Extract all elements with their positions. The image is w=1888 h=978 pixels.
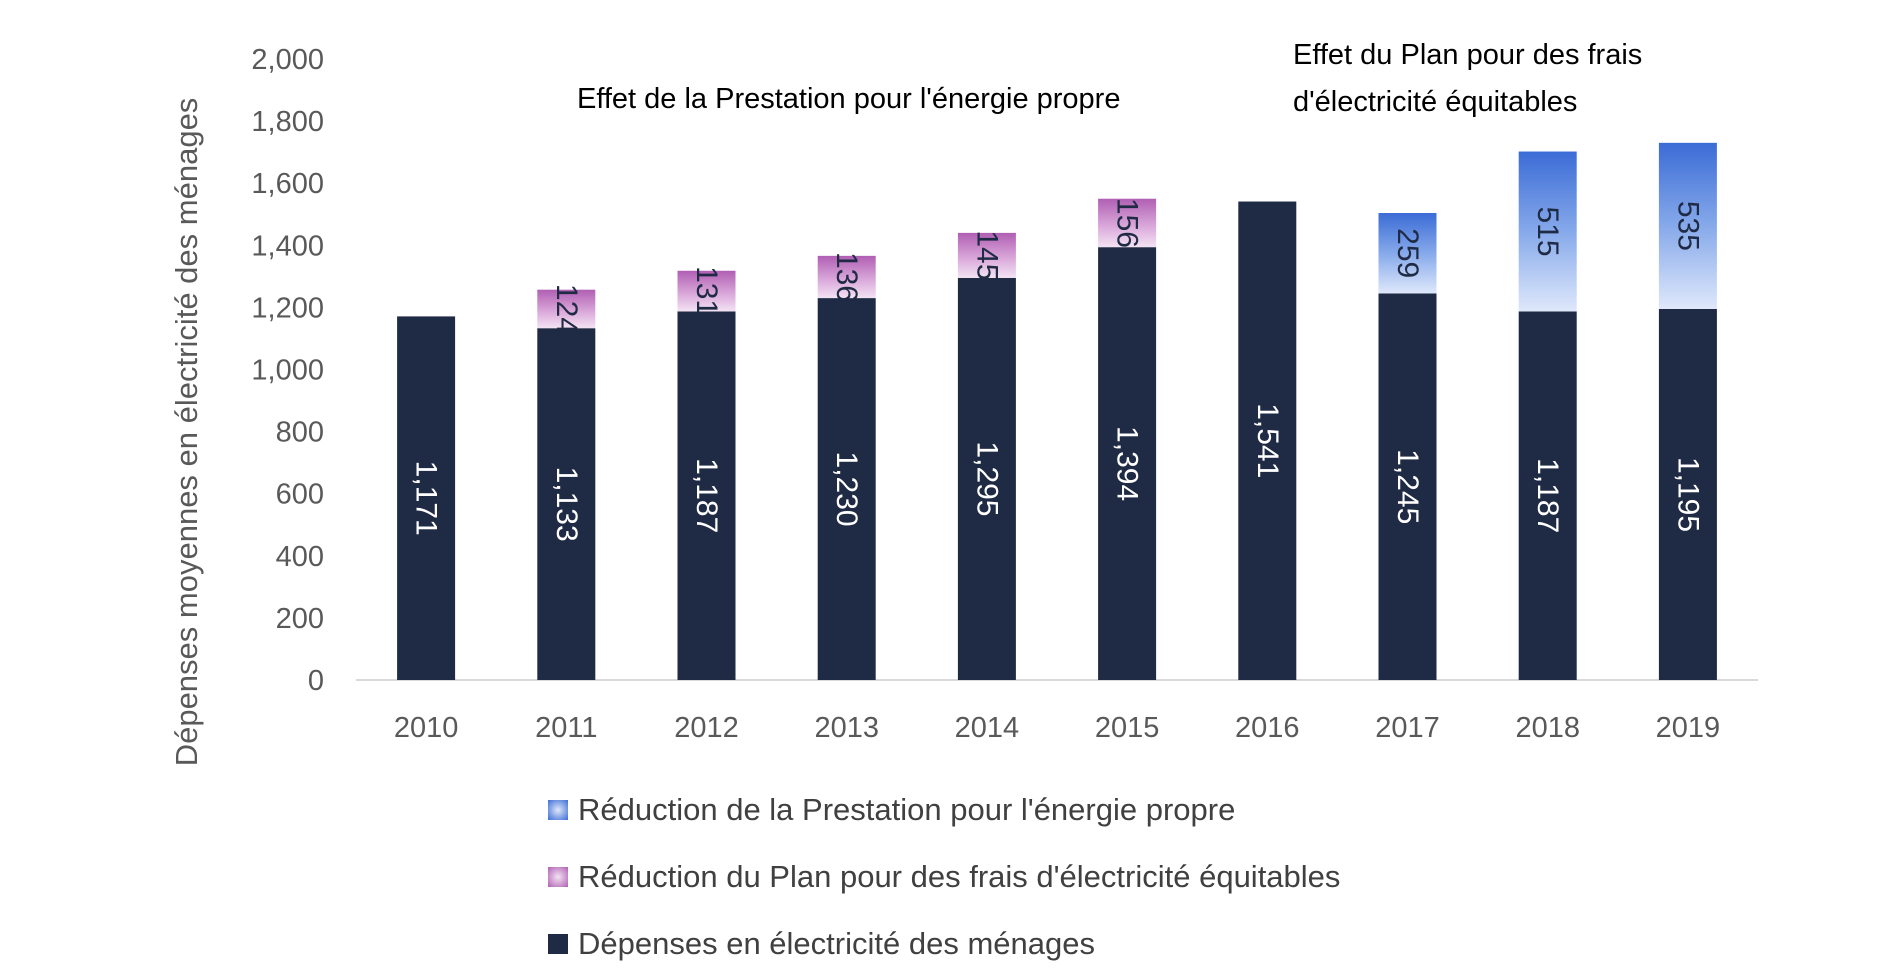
bar-household (1518, 311, 1577, 680)
x-tick-label: 2011 (535, 712, 597, 744)
data-label-household: 1,187 (1531, 458, 1564, 533)
x-axis: 2010 2011 2012 2013 2014 2015 2016 2017 2018 2019 (394, 712, 1720, 744)
bar-household (677, 311, 736, 680)
y-tick-label: 800 (276, 417, 324, 449)
bar-fair-hydro-reduction (677, 270, 736, 312)
bar-household (817, 298, 876, 680)
y-tick-label: 1,400 (251, 230, 324, 262)
bar-household (1238, 201, 1297, 680)
legend-swatch-blue (548, 800, 568, 820)
data-label-clean-energy: 535 (1671, 201, 1704, 251)
data-label-household: 1,541 (1251, 403, 1284, 478)
bar-clean-energy-reduction (1658, 142, 1717, 309)
annotation-clean-energy: Effet de la Prestation pour l'énergie pr… (577, 83, 1120, 115)
x-tick-label: 2018 (1515, 712, 1580, 744)
bar-household (1658, 308, 1717, 680)
data-label-household: 1,245 (1391, 449, 1424, 524)
legend-swatch-navy (548, 934, 568, 954)
data-label-fair-hydro: 145 (970, 230, 1003, 280)
legend-label: Dépenses en électricité des ménages (578, 926, 1095, 961)
annotation-fair-hydro-line1: Effet du Plan pour des frais (1293, 39, 1642, 71)
bar-fair-hydro-reduction (1098, 198, 1157, 248)
data-label-household: 1,230 (830, 452, 863, 527)
bar-household (1378, 293, 1437, 680)
bars: 1,171 1,133 124 1,187 131 1,230 136 1,295 145 1,3… (397, 142, 1717, 680)
bar-household (1098, 247, 1157, 680)
bar-fair-hydro-reduction (957, 232, 1016, 278)
y-tick-label: 1,600 (251, 168, 324, 200)
x-tick-label: 2015 (1095, 712, 1160, 744)
bar-clean-energy-reduction (1378, 213, 1437, 294)
legend-item-household: Dépenses en électricité des ménages (548, 926, 1095, 962)
x-tick-label: 2019 (1656, 712, 1721, 744)
data-label-fair-hydro: 156 (1111, 198, 1144, 248)
x-tick-label: 2014 (955, 712, 1020, 744)
y-axis-label: Dépenses moyennes en électricité des mén… (169, 98, 204, 767)
data-label-fair-hydro: 131 (690, 266, 723, 316)
bar-household (397, 316, 456, 680)
legend-swatch-purple (548, 867, 568, 887)
annotation-fair-hydro-line2: d'électricité équitables (1293, 86, 1577, 118)
bar-clean-energy-reduction (1518, 151, 1577, 312)
x-tick-label: 2013 (814, 712, 879, 744)
data-label-household: 1,195 (1671, 457, 1704, 532)
x-tick-label: 2017 (1375, 712, 1440, 744)
data-label-household: 1,133 (550, 467, 583, 542)
y-tick-label: 1,800 (251, 106, 324, 138)
y-tick-label: 1,000 (251, 355, 324, 387)
y-axis: 0 200 400 600 800 1,000 1,200 1,400 1,600 1,800 2,… (251, 44, 324, 697)
data-label-clean-energy: 259 (1391, 228, 1424, 278)
legend-label: Réduction du Plan pour des frais d'élect… (578, 859, 1341, 894)
x-tick-label: 2016 (1235, 712, 1300, 744)
y-tick-label: 600 (276, 479, 324, 511)
y-tick-label: 200 (276, 603, 324, 635)
data-label-fair-hydro: 124 (550, 284, 583, 334)
data-label-clean-energy: 515 (1531, 206, 1564, 256)
bar-household (957, 277, 1016, 680)
bar-fair-hydro-reduction (537, 289, 596, 329)
legend-label: Réduction de la Prestation pour l'énergi… (578, 792, 1236, 827)
y-tick-label: 400 (276, 541, 324, 573)
data-label-household: 1,394 (1111, 426, 1144, 501)
y-tick-label: 1,200 (251, 292, 324, 324)
bar-fair-hydro-reduction (817, 255, 876, 299)
bar-household (537, 328, 596, 680)
x-tick-label: 2012 (674, 712, 739, 744)
legend-item-fair-hydro: Réduction du Plan pour des frais d'élect… (548, 859, 1340, 895)
data-label-household: 1,187 (690, 458, 723, 533)
data-label-household: 1,295 (970, 441, 1003, 516)
y-tick-label: 2,000 (251, 44, 324, 76)
x-tick-label: 2010 (394, 712, 459, 744)
y-tick-label: 0 (308, 665, 324, 697)
data-label-household: 1,171 (410, 461, 443, 536)
data-label-fair-hydro: 136 (830, 252, 863, 302)
legend-item-clean-energy: Réduction de la Prestation pour l'énergi… (548, 792, 1235, 828)
